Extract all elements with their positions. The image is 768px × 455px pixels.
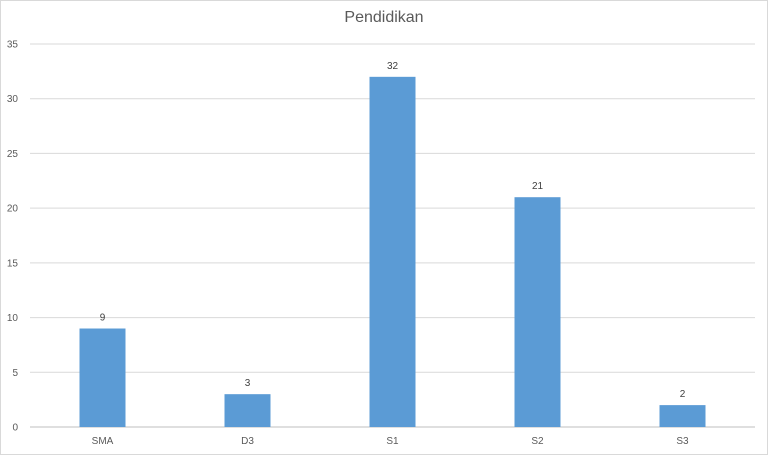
bar-s3 — [659, 405, 706, 427]
x-tick-label: S2 — [531, 436, 544, 447]
data-labels: 9 3 32 21 2 — [100, 61, 686, 400]
y-tick-label: 35 — [7, 40, 19, 51]
data-label: 2 — [680, 389, 686, 400]
data-label: 32 — [387, 61, 399, 72]
bar-d3 — [224, 394, 271, 427]
x-tick-label: SMA — [92, 436, 114, 447]
y-tick-label: 25 — [7, 149, 19, 160]
y-tick-label: 10 — [7, 313, 19, 324]
y-tick-label: 5 — [12, 368, 18, 379]
bar-s2 — [514, 197, 561, 427]
data-label: 21 — [532, 181, 544, 192]
data-label: 9 — [100, 313, 106, 324]
x-tick-label: D3 — [241, 436, 254, 447]
data-label: 3 — [245, 378, 251, 389]
y-axis: 0 5 10 15 20 25 30 35 — [7, 40, 19, 434]
x-tick-label: S1 — [386, 436, 399, 447]
y-tick-label: 30 — [7, 94, 19, 105]
y-tick-label: 20 — [7, 204, 19, 215]
x-axis: SMA D3 S1 S2 S3 — [92, 436, 689, 447]
y-tick-label: 0 — [12, 423, 18, 434]
y-tick-label: 15 — [7, 258, 19, 269]
bars — [79, 76, 706, 427]
bar-s1 — [369, 76, 416, 427]
chart-title: Pendidikan — [344, 9, 424, 26]
x-tick-label: S3 — [676, 436, 689, 447]
bar-sma — [79, 328, 126, 427]
